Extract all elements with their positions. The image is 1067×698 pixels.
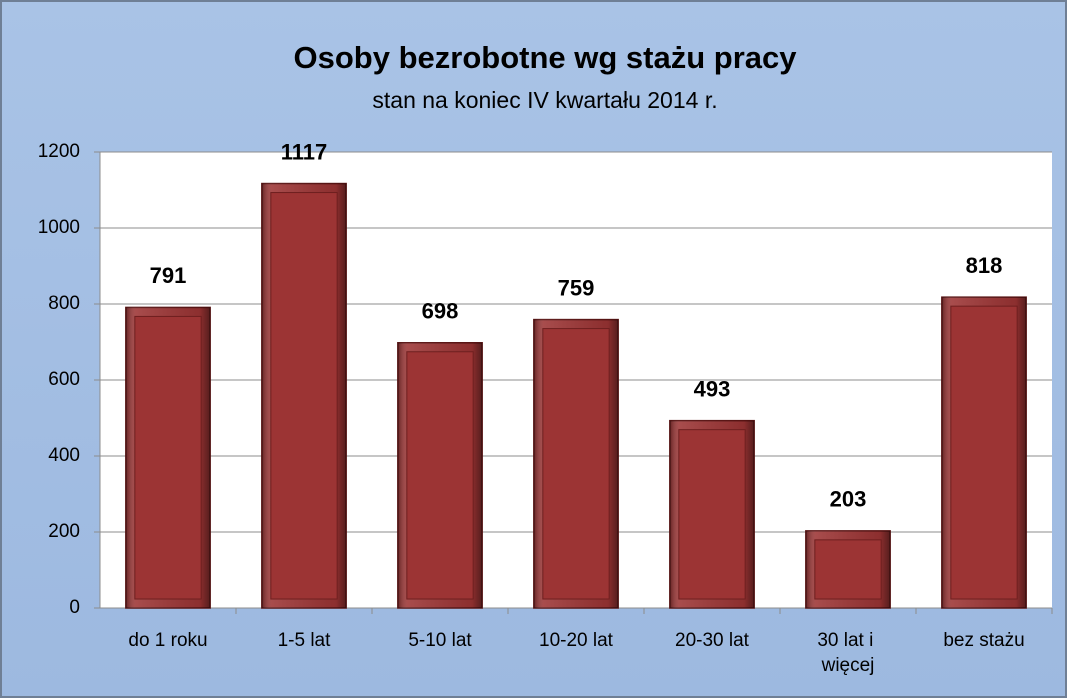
y-tick-label: 600 — [48, 369, 80, 390]
y-tick-label: 1000 — [38, 217, 80, 238]
x-tick-label: 1-5 lat — [278, 630, 332, 651]
x-tick-label: do 1 roku — [128, 630, 207, 651]
value-label: 759 — [558, 275, 595, 300]
bar-face — [270, 192, 338, 600]
y-tick-label: 1200 — [38, 141, 80, 162]
y-tick-label: 800 — [48, 293, 80, 314]
x-tick-label: 5-10 lat — [408, 630, 472, 651]
bar-face — [950, 305, 1018, 600]
x-tick-label: 30 lat i więcej — [817, 630, 878, 676]
value-label: 818 — [966, 253, 1003, 278]
bar-face — [134, 315, 202, 600]
value-label: 1117 — [281, 139, 328, 164]
x-tick-label: 10-20 lat — [539, 630, 614, 651]
value-label: 203 — [830, 487, 867, 512]
bar-face — [406, 351, 474, 600]
y-tick-label: 400 — [48, 445, 80, 466]
bar-face — [814, 539, 882, 600]
value-label: 698 — [422, 299, 459, 324]
bar-face — [542, 328, 610, 600]
chart-title: Osoby bezrobotne wg stażu pracy — [294, 40, 798, 75]
x-tick-label: 20-30 lat — [675, 630, 750, 651]
value-label: 493 — [694, 376, 731, 401]
y-tick-label: 0 — [69, 597, 80, 618]
chart-subtitle: stan na koniec IV kwartału 2014 r. — [372, 87, 717, 113]
bar-face — [678, 429, 746, 600]
value-label: 791 — [150, 263, 187, 288]
x-tick-label: bez stażu — [943, 630, 1024, 651]
y-tick-label: 200 — [48, 521, 80, 542]
